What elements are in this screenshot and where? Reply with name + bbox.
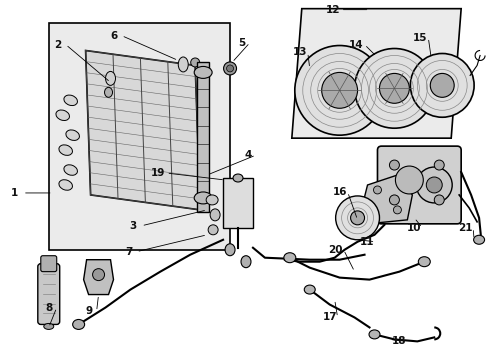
Ellipse shape bbox=[304, 285, 315, 294]
Circle shape bbox=[415, 167, 451, 203]
Ellipse shape bbox=[44, 323, 54, 329]
Circle shape bbox=[350, 211, 364, 225]
Ellipse shape bbox=[208, 225, 218, 235]
FancyBboxPatch shape bbox=[41, 256, 57, 272]
Text: 2: 2 bbox=[54, 40, 61, 50]
Ellipse shape bbox=[59, 145, 72, 156]
Ellipse shape bbox=[368, 330, 379, 339]
FancyBboxPatch shape bbox=[377, 146, 460, 224]
Text: 19: 19 bbox=[151, 168, 165, 178]
Text: 21: 21 bbox=[457, 223, 471, 233]
Ellipse shape bbox=[241, 256, 250, 268]
Circle shape bbox=[426, 177, 441, 193]
Ellipse shape bbox=[224, 244, 235, 256]
Circle shape bbox=[354, 49, 433, 128]
Text: 6: 6 bbox=[110, 31, 117, 41]
Ellipse shape bbox=[206, 195, 218, 205]
Ellipse shape bbox=[104, 87, 112, 97]
Text: 7: 7 bbox=[124, 247, 132, 257]
Ellipse shape bbox=[178, 57, 188, 72]
Ellipse shape bbox=[233, 174, 243, 182]
Ellipse shape bbox=[226, 65, 233, 72]
Text: 12: 12 bbox=[325, 5, 339, 15]
Text: 4: 4 bbox=[244, 150, 251, 160]
Circle shape bbox=[92, 269, 104, 280]
Bar bbox=[49, 23, 229, 250]
Bar bbox=[197, 62, 209, 212]
Text: 20: 20 bbox=[328, 245, 342, 255]
Circle shape bbox=[395, 166, 423, 194]
Circle shape bbox=[379, 73, 408, 103]
Circle shape bbox=[433, 195, 443, 205]
Circle shape bbox=[321, 72, 357, 108]
Text: 9: 9 bbox=[85, 306, 92, 316]
Text: 13: 13 bbox=[292, 48, 306, 58]
Text: 8: 8 bbox=[45, 302, 52, 312]
Text: 14: 14 bbox=[348, 40, 363, 50]
Text: 15: 15 bbox=[412, 32, 427, 42]
Ellipse shape bbox=[73, 319, 84, 329]
Text: 11: 11 bbox=[360, 237, 374, 247]
Ellipse shape bbox=[56, 110, 69, 121]
Ellipse shape bbox=[283, 253, 295, 263]
FancyBboxPatch shape bbox=[38, 264, 60, 324]
Text: 3: 3 bbox=[129, 221, 137, 231]
Ellipse shape bbox=[64, 95, 77, 105]
Circle shape bbox=[393, 206, 401, 214]
Circle shape bbox=[409, 54, 473, 117]
Ellipse shape bbox=[59, 180, 72, 190]
Circle shape bbox=[433, 160, 443, 170]
Text: 17: 17 bbox=[322, 312, 336, 323]
Circle shape bbox=[294, 45, 384, 135]
Ellipse shape bbox=[105, 71, 115, 85]
Ellipse shape bbox=[190, 58, 199, 67]
Text: 5: 5 bbox=[238, 37, 245, 48]
Ellipse shape bbox=[417, 257, 429, 267]
Ellipse shape bbox=[194, 67, 212, 78]
Circle shape bbox=[388, 160, 399, 170]
Polygon shape bbox=[362, 175, 411, 223]
Ellipse shape bbox=[64, 165, 77, 175]
Bar bbox=[223, 178, 252, 228]
Text: 16: 16 bbox=[332, 187, 346, 197]
Text: 1: 1 bbox=[11, 188, 19, 198]
Ellipse shape bbox=[223, 62, 236, 75]
Circle shape bbox=[429, 73, 453, 97]
Text: 18: 18 bbox=[391, 336, 406, 346]
Ellipse shape bbox=[194, 192, 212, 204]
Circle shape bbox=[373, 186, 381, 194]
Polygon shape bbox=[83, 260, 113, 294]
Circle shape bbox=[335, 196, 379, 240]
Polygon shape bbox=[85, 50, 200, 210]
Text: 10: 10 bbox=[406, 223, 421, 233]
Ellipse shape bbox=[66, 130, 79, 140]
Circle shape bbox=[388, 195, 399, 205]
Ellipse shape bbox=[210, 209, 220, 221]
Ellipse shape bbox=[473, 235, 484, 244]
Polygon shape bbox=[291, 9, 460, 138]
